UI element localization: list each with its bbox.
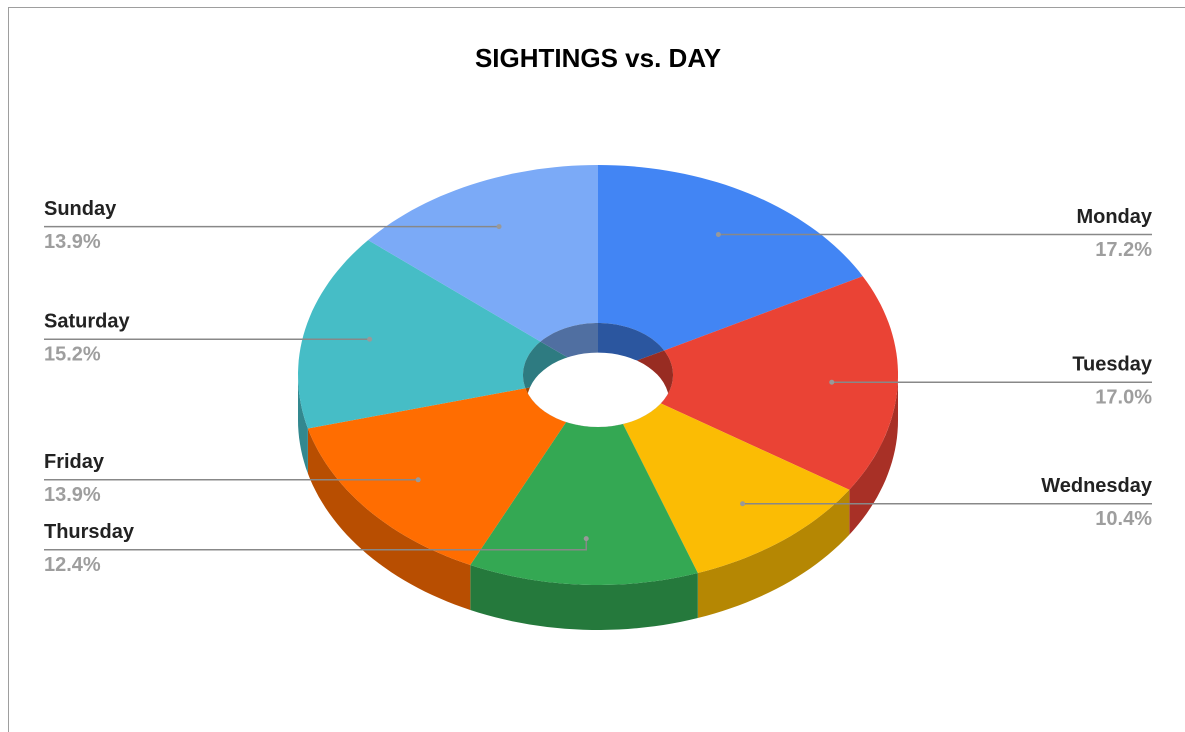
slice bbox=[307, 388, 567, 565]
slice-label: Friday bbox=[44, 451, 105, 473]
slice-label: Tuesday bbox=[1072, 353, 1153, 375]
slice-side bbox=[307, 428, 471, 610]
slice-label: Saturday bbox=[44, 311, 130, 333]
slice-value-label: 17.0% bbox=[1095, 386, 1152, 408]
leader-dot bbox=[367, 336, 373, 342]
slice-value-label: 13.9% bbox=[44, 484, 101, 506]
leader-dot bbox=[829, 379, 835, 385]
leader-line bbox=[44, 538, 587, 551]
slice bbox=[470, 422, 698, 585]
sides bbox=[298, 375, 898, 630]
slice bbox=[660, 276, 898, 490]
slice bbox=[598, 165, 863, 351]
slice-label: Monday bbox=[1076, 206, 1152, 228]
slice-value-label: 13.9% bbox=[44, 231, 101, 253]
leader-dot bbox=[583, 536, 589, 542]
leader-dot bbox=[715, 232, 721, 238]
slice-label: Wednesday bbox=[1041, 475, 1153, 497]
leader-dot bbox=[415, 477, 421, 483]
frame bbox=[8, 7, 1185, 732]
slice-value-label: 15.2% bbox=[44, 344, 101, 366]
slices bbox=[298, 165, 898, 585]
slice bbox=[623, 403, 850, 573]
slice-value-label: 17.2% bbox=[1095, 239, 1152, 261]
labels: Monday 17.2% Tuesday 17.0% Wednesday 10.4% Thu… bbox=[44, 198, 1153, 576]
slice-value-label: 12.4% bbox=[44, 554, 101, 576]
slice-side bbox=[298, 375, 308, 474]
leader-dot bbox=[496, 224, 502, 230]
slice bbox=[368, 165, 598, 342]
slice bbox=[298, 240, 541, 429]
slice-value-label: 10.4% bbox=[1095, 508, 1152, 530]
leader-dot bbox=[740, 501, 746, 507]
chart-title: SIGHTINGS vs. DAY bbox=[475, 43, 721, 73]
slice-label: Sunday bbox=[44, 198, 117, 220]
slice-side bbox=[470, 565, 698, 630]
slice-label: Thursday bbox=[44, 521, 135, 543]
slice-side bbox=[697, 489, 850, 618]
slice-side bbox=[849, 375, 898, 535]
